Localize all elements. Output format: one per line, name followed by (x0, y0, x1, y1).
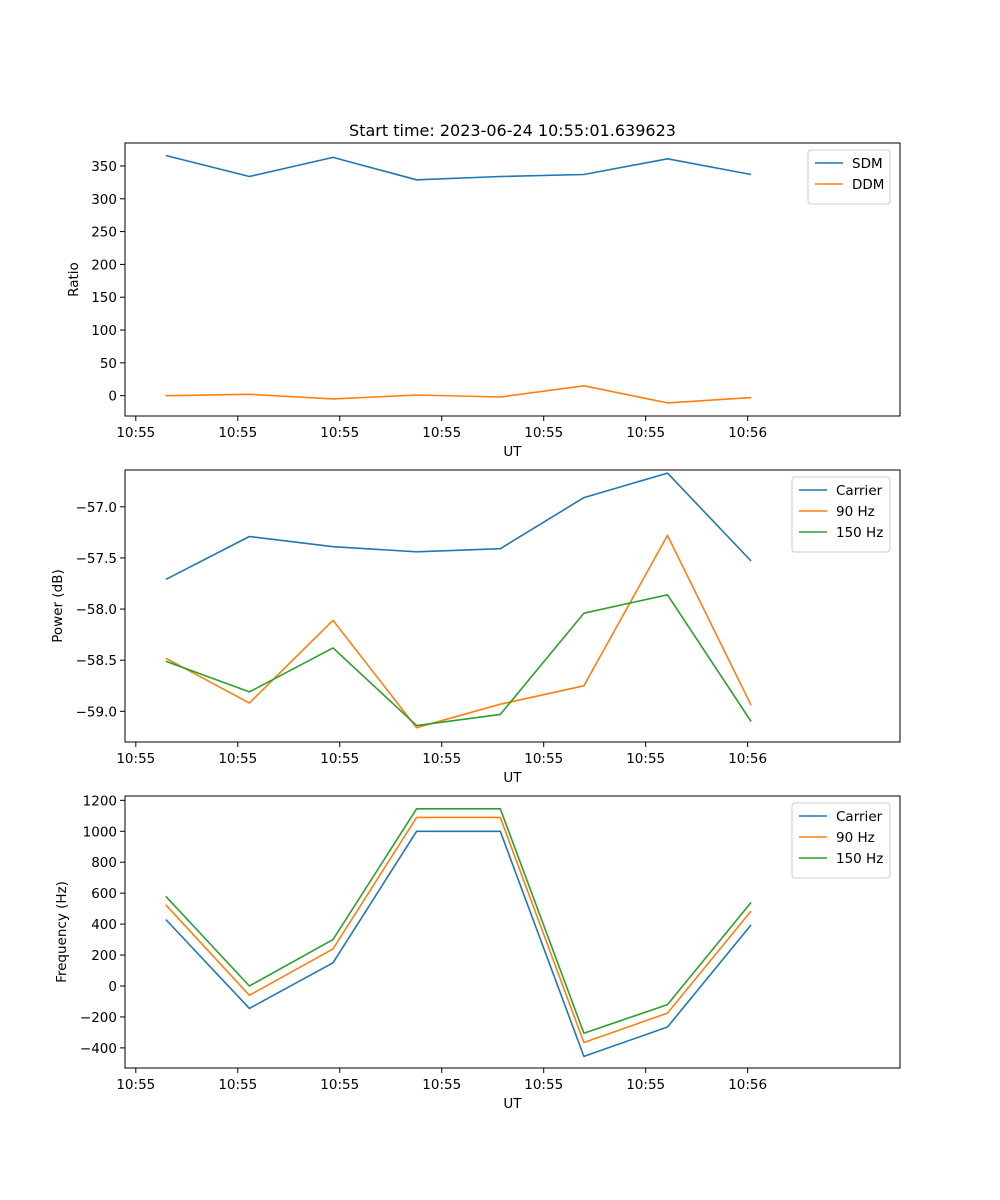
legend: Carrier 90 Hz 150 Hz (791, 476, 891, 553)
legend: Carrier 90 Hz 150 Hz (791, 802, 891, 879)
x-axis-label: UT (503, 444, 522, 460)
y-tick-label: −57.0 (76, 500, 117, 516)
y-tick-label: 100 (91, 323, 117, 339)
plot-area-frame (124, 142, 901, 417)
series-line-carrier (165, 830, 752, 1058)
x-tick-label: 10:55 (422, 1077, 461, 1093)
y-tick-label: 800 (91, 855, 117, 871)
x-axis-label: UT (503, 1096, 522, 1112)
y-tick-label: −57.5 (76, 551, 117, 567)
y-tick-label: −58.5 (76, 653, 117, 669)
x-tick-label: 10:55 (116, 751, 155, 767)
legend-box (791, 802, 891, 879)
legend-entry: 90 Hz (836, 504, 875, 520)
x-tick-label: 10:55 (320, 1077, 359, 1093)
x-tick-label: 10:55 (320, 751, 359, 767)
legend-entry: 90 Hz (836, 830, 875, 846)
x-tick-label: 10:55 (422, 425, 461, 441)
plot-area-frame (124, 469, 901, 743)
legend-entry: 150 Hz (836, 525, 883, 541)
series-line-ddm (165, 384, 752, 404)
legend-entry: 150 Hz (836, 851, 883, 867)
y-tick-label: 200 (91, 948, 117, 964)
chart-panel-2: 10:55 10:55 10:55 10:55 10:55 10:55 10:56 UT −59… (50, 469, 901, 786)
x-tick-label: 10:55 (116, 1077, 155, 1093)
y-tick-label: 0 (108, 979, 117, 995)
y-tick-label: −59.0 (76, 704, 117, 720)
series-line-150-hz (165, 807, 752, 1034)
series-line-sdm (165, 154, 752, 181)
x-tick-label: 10:55 (218, 1077, 257, 1093)
y-axis-label: Frequency (Hz) (54, 881, 70, 983)
x-tick-label: 10:56 (728, 1077, 767, 1093)
plot-area-frame (124, 795, 901, 1069)
legend: SDM DDM (807, 149, 891, 205)
x-tick-label: 10:55 (626, 425, 665, 441)
x-tick-label: 10:55 (524, 1077, 563, 1093)
x-tick-label: 10:56 (728, 425, 767, 441)
x-axis-label: UT (503, 770, 522, 786)
y-tick-label: −400 (80, 1041, 117, 1057)
chart-title: Start time: 2023-06-24 10:55:01.639623 (349, 121, 676, 140)
x-tick-label: 10:55 (524, 425, 563, 441)
legend-box (791, 476, 891, 553)
x-tick-label: 10:55 (626, 751, 665, 767)
y-tick-label: 0 (108, 389, 117, 405)
x-tick-label: 10:55 (626, 1077, 665, 1093)
legend-entry: SDM (852, 156, 883, 172)
y-tick-label: 250 (91, 225, 117, 241)
y-tick-label: 600 (91, 886, 117, 902)
series-line-150-hz (165, 593, 752, 727)
y-tick-label: 400 (91, 917, 117, 933)
legend-entry: Carrier (836, 809, 883, 825)
y-tick-label: 1000 (83, 824, 117, 840)
x-tick-label: 10:55 (524, 751, 563, 767)
x-tick-label: 10:55 (116, 425, 155, 441)
y-tick-label: 200 (91, 257, 117, 273)
y-axis-label: Power (dB) (50, 569, 66, 642)
x-tick-label: 10:55 (422, 751, 461, 767)
legend-entry: DDM (852, 177, 884, 193)
chart-panel-3: 10:55 10:55 10:55 10:55 10:55 10:55 10:56 UT −40… (54, 793, 901, 1112)
x-tick-label: 10:55 (218, 751, 257, 767)
x-tick-label: 10:55 (218, 425, 257, 441)
chart-panel-1: Start time: 2023-06-24 10:55:01.639623 10… (66, 121, 901, 460)
y-tick-label: −200 (80, 1010, 117, 1026)
legend-entry: Carrier (836, 483, 883, 499)
y-tick-label: 1200 (83, 793, 117, 809)
series-line-90-hz (165, 816, 752, 1044)
series-line-carrier (165, 472, 752, 581)
series-line-90-hz (165, 534, 752, 729)
y-tick-label: 300 (91, 192, 117, 208)
y-tick-label: 350 (91, 159, 117, 175)
y-axis-label: Ratio (66, 262, 82, 297)
y-tick-label: −58.0 (76, 602, 117, 618)
x-tick-label: 10:56 (728, 751, 767, 767)
x-tick-label: 10:55 (320, 425, 359, 441)
y-tick-label: 150 (91, 290, 117, 306)
y-tick-label: 50 (100, 356, 117, 372)
